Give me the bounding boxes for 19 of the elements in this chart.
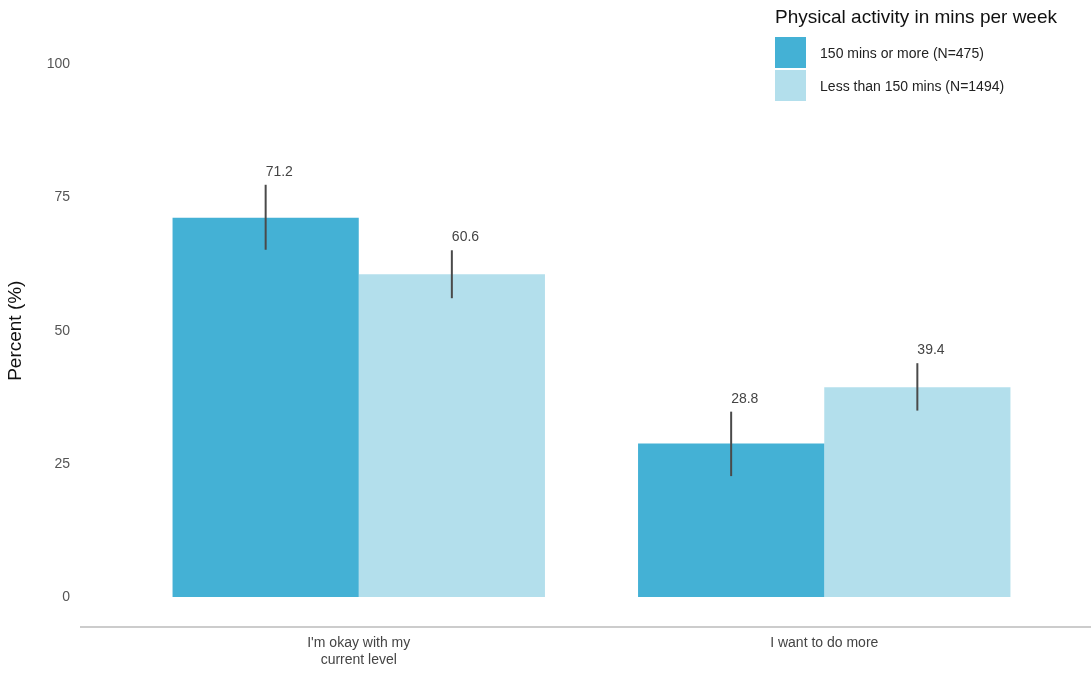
y-tick-label: 0 <box>62 587 71 604</box>
y-axis-title: Percent (%) <box>3 280 25 381</box>
data-label: 28.8 <box>731 389 759 406</box>
x-tick-label: I want to do more <box>770 634 879 651</box>
y-tick-label: 75 <box>54 188 71 205</box>
legend-label: Less than 150 mins (N=1494) <box>820 77 1005 94</box>
y-tick-label: 25 <box>54 454 71 471</box>
legend-title: Physical activity in mins per week <box>775 6 1057 28</box>
bar <box>358 274 545 597</box>
y-tick-label: 100 <box>46 55 71 72</box>
legend-label: 150 mins or more (N=475) <box>820 44 984 61</box>
x-tick-label: I'm okay with my current level <box>307 634 411 668</box>
bar <box>638 443 825 597</box>
data-label: 39.4 <box>917 341 945 358</box>
bar <box>172 217 359 597</box>
bar <box>824 387 1011 597</box>
y-tick-label: 50 <box>54 321 71 338</box>
data-label: 71.2 <box>265 162 294 179</box>
data-label: 60.6 <box>451 228 480 245</box>
